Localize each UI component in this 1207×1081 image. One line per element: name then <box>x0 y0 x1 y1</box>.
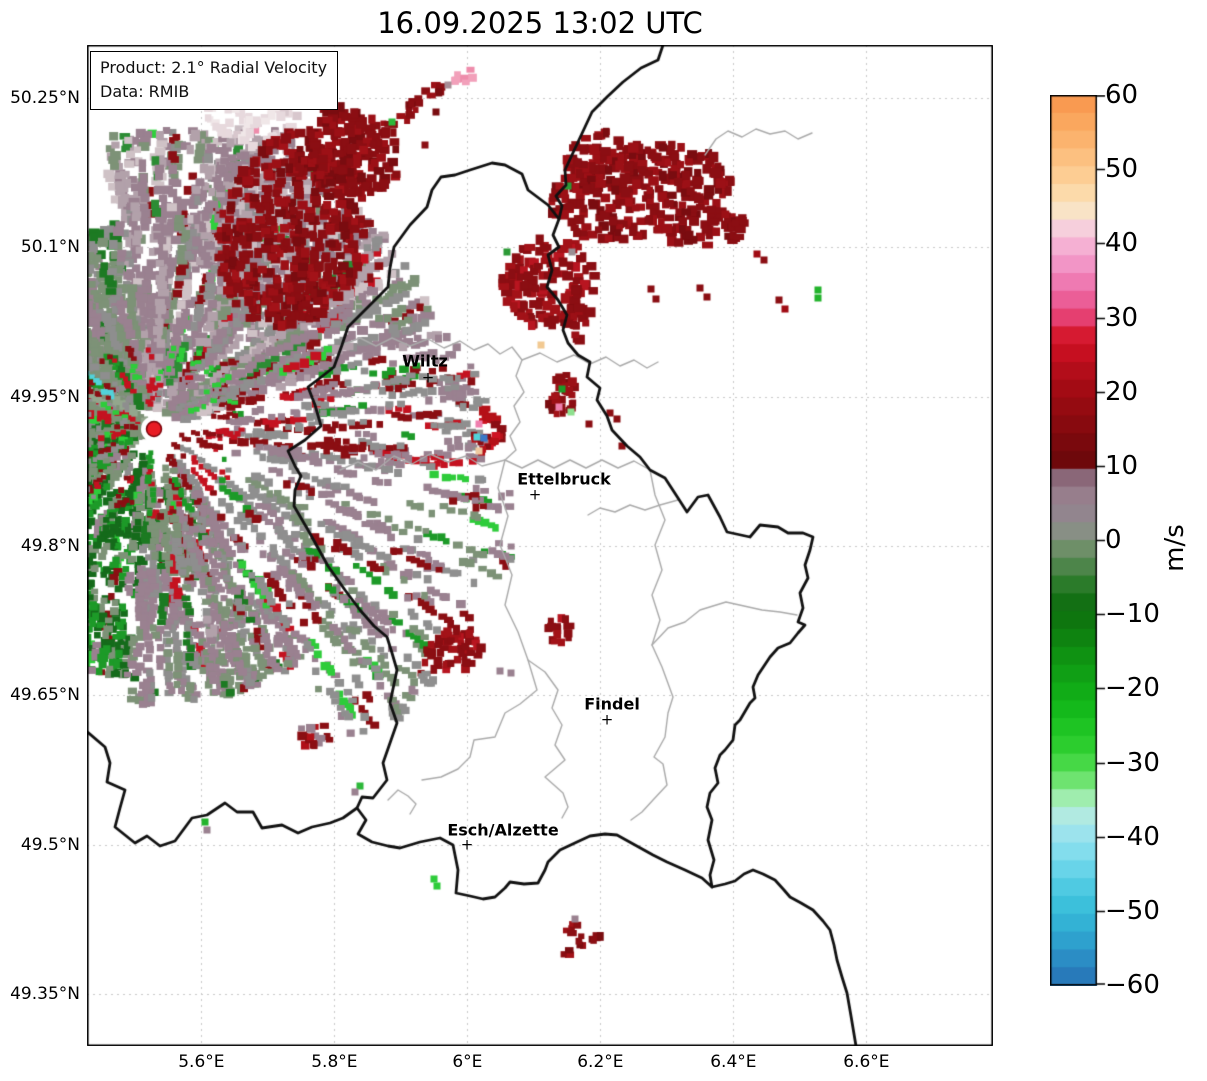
city-marker-esch-alzette: + <box>460 835 474 854</box>
city-marker-wiltz: + <box>421 368 435 387</box>
y-tick-label: 49.8°N <box>20 535 80 556</box>
colorbar-unit-label: m/s <box>1160 524 1190 572</box>
city-label-wiltz: Wiltz <box>402 351 448 371</box>
plot-title: 16.09.2025 13:02 UTC <box>377 6 703 40</box>
data-source-label: Data: RMIB <box>100 82 190 101</box>
colorbar-tick-label: 10 <box>1105 450 1139 481</box>
colorbar-tick-label: −40 <box>1105 821 1160 852</box>
colorbar-gradient-canvas <box>1050 95 1106 986</box>
colorbar-tick-label: −10 <box>1105 599 1160 630</box>
y-tick-label: 50.25°N <box>10 87 80 108</box>
x-tick-label: 6.6°E <box>843 1052 890 1072</box>
colorbar-tick-label: 30 <box>1105 302 1139 333</box>
y-tick-label: 50.1°N <box>20 237 80 258</box>
colorbar-tick-label: −50 <box>1105 895 1160 926</box>
x-tick-label: 6.4°E <box>710 1052 757 1072</box>
x-tick-label: 6.2°E <box>577 1052 624 1072</box>
colorbar-tick-label: −60 <box>1105 970 1160 1000</box>
colorbar-tick-label: −30 <box>1105 747 1160 778</box>
city-marker-ettelbruck: + <box>528 485 542 504</box>
x-tick-label: 5.8°E <box>311 1052 358 1072</box>
colorbar: 60 50 40 30 20 10 0 −10 −20 −30 −40 −50 −60 <box>1050 82 1200 998</box>
city-label-findel: Findel <box>584 694 640 714</box>
map-plot: Product: 2.1° Radial Velocity Data: RMIB… <box>87 45 993 1046</box>
y-tick-label: 49.5°N <box>20 834 80 855</box>
city-marker-findel: + <box>600 710 614 729</box>
colorbar-tick-label: 40 <box>1105 228 1139 259</box>
x-tick-label: 6°E <box>452 1052 483 1072</box>
city-label-ettelbruck: Ettelbruck <box>517 469 611 489</box>
colorbar-tick-label: 0 <box>1105 525 1122 555</box>
product-label: Product: 2.1° Radial Velocity <box>100 58 328 77</box>
product-annotation-box: Product: 2.1° Radial Velocity Data: RMIB <box>90 51 339 110</box>
colorbar-tick-label: −20 <box>1105 673 1160 704</box>
y-tick-label: 49.35°N <box>10 984 80 1005</box>
y-tick-label: 49.65°N <box>10 685 80 706</box>
colorbar-tick-label: 50 <box>1105 154 1139 185</box>
y-tick-label: 49.95°N <box>10 386 80 407</box>
colorbar-tick-label: 20 <box>1105 376 1139 407</box>
colorbar-tick-label: 60 <box>1105 80 1139 110</box>
radar-map-canvas <box>87 45 993 1046</box>
x-tick-label: 5.6°E <box>178 1052 225 1072</box>
city-label-esch-alzette: Esch/Alzette <box>447 820 559 840</box>
